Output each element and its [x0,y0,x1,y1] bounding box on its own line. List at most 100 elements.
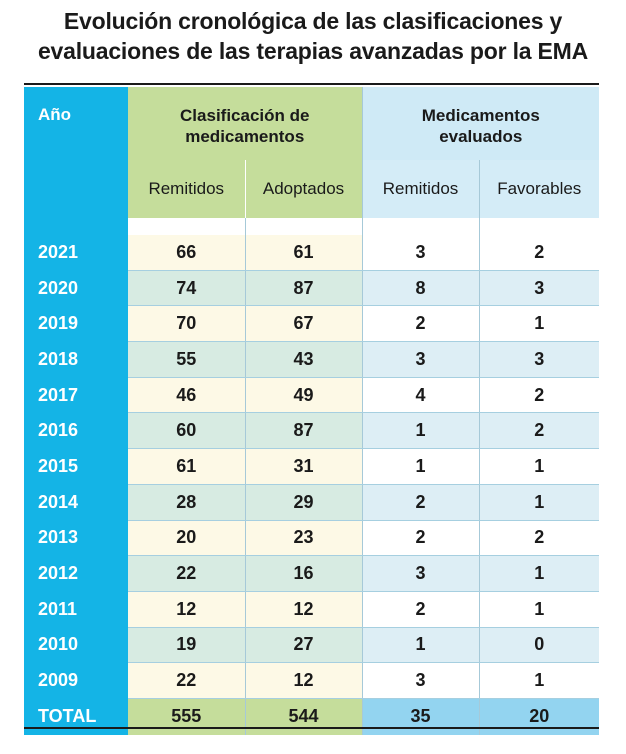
cell-clasif-remitidos: 22 [128,555,245,592]
cell-eval-favorables: 1 [478,484,600,521]
top-rule [24,83,599,85]
table-row: 2019 70 67 2 1 [24,305,600,343]
cell-clasif-remitidos: 60 [128,412,245,450]
cell-clasif-adoptados: 29 [244,484,363,521]
cell-eval-favorables: 2 [478,520,600,557]
total-eval-remitidos: 35 [361,698,480,735]
table-row: 2012 22 16 3 1 [24,555,600,592]
cell-eval-favorables: 3 [478,341,600,378]
row-year-label: 2016 [24,412,128,449]
total-clasif-remitidos: 555 [128,698,245,735]
table-row: 2013 20 23 2 2 [24,520,600,557]
header-group-evaluated: Medicamentos evaluados [361,87,600,160]
cell-clasif-adoptados: 12 [244,662,363,699]
cell-eval-remitidos: 1 [361,412,480,450]
spacer-cell [244,218,363,235]
cell-clasif-remitidos: 22 [128,662,245,699]
data-table: Año Clasificación de medicamentos Medica… [24,87,600,735]
header-col-adoptados: Adoptados [244,160,363,218]
cell-eval-favorables: 1 [478,662,600,699]
cell-eval-remitidos: 1 [361,627,480,664]
table-row: 2009 22 12 3 1 [24,662,600,699]
cell-eval-remitidos: 2 [361,484,480,521]
table-row: 2010 19 27 1 0 [24,627,600,664]
table-row: 2011 12 12 2 1 [24,591,600,628]
cell-clasif-adoptados: 23 [244,520,363,557]
row-year-label: 2013 [24,520,128,556]
cell-clasif-remitidos: 61 [128,448,245,485]
cell-clasif-adoptados: 61 [244,235,363,271]
cell-eval-favorables: 2 [478,412,600,450]
header-col-remitidos-1: Remitidos [128,160,245,218]
table-row: 2014 28 29 2 1 [24,484,600,521]
cell-clasif-remitidos: 28 [128,484,245,521]
cell-clasif-remitidos: 20 [128,520,245,557]
spacer-cell [24,218,128,235]
total-label: TOTAL [24,698,128,735]
cell-clasif-adoptados: 87 [244,270,363,307]
cell-clasif-remitidos: 19 [128,627,245,664]
spacer-row [24,218,600,235]
cell-clasif-adoptados: 87 [244,412,363,450]
spacer-cell [128,218,245,235]
bottom-rule [24,727,599,729]
cell-eval-remitidos: 2 [361,591,480,628]
cell-clasif-adoptados: 67 [244,305,363,343]
total-clasif-adoptados: 544 [244,698,363,735]
cell-clasif-adoptados: 49 [244,377,363,414]
table-body: 2021 66 61 3 2 2020 74 87 8 3 2019 70 67 2 1 2018 55 43 3 3… [24,218,600,735]
row-year-label: 2012 [24,555,128,592]
chart-title-line-1: Evolución cronológica de las clasificaci… [63,8,563,34]
header-year: Año [24,87,128,218]
row-year-label: 2014 [24,484,128,520]
cell-eval-remitidos: 1 [361,448,480,485]
cell-eval-remitidos: 8 [361,270,480,307]
cell-eval-favorables: 3 [478,270,600,307]
table-row: 2017 46 49 4 2 [24,377,600,414]
cell-clasif-remitidos: 12 [128,591,245,628]
total-row: TOTAL 555 544 35 20 [24,698,600,735]
cell-eval-favorables: 1 [478,305,600,343]
cell-eval-favorables: 1 [478,591,600,628]
row-year-label: 2009 [24,662,128,699]
cell-clasif-remitidos: 55 [128,341,245,378]
cell-clasif-remitidos: 46 [128,377,245,414]
total-eval-favorables: 20 [478,698,600,735]
header-col-remitidos-2: Remitidos [361,160,480,218]
cell-clasif-remitidos: 74 [128,270,245,307]
cell-clasif-adoptados: 31 [244,448,363,485]
table-row: 2015 61 31 1 1 [24,448,600,485]
table-row: 2021 66 61 3 2 [24,235,600,271]
cell-eval-remitidos: 3 [361,662,480,699]
row-year-label: 2020 [24,270,128,306]
table-row: 2018 55 43 3 3 [24,341,600,378]
cell-clasif-remitidos: 70 [128,305,245,343]
spacer-cell [478,218,600,235]
header-col-favorables: Favorables [478,160,600,218]
row-year-label: 2010 [24,627,128,663]
row-year-label: 2015 [24,448,128,485]
row-year-label: 2018 [24,341,128,378]
header-group-classification: Clasificación de medicamentos [128,87,363,160]
table-row: 2016 60 87 1 2 [24,412,600,450]
cell-eval-favorables: 1 [478,448,600,485]
row-year-label: 2011 [24,591,128,628]
cell-eval-favorables: 1 [478,555,600,592]
cell-eval-remitidos: 2 [361,520,480,557]
cell-eval-remitidos: 2 [361,305,480,343]
row-year-label: 2017 [24,377,128,413]
cell-clasif-adoptados: 27 [244,627,363,664]
chart-title-line-2: evaluaciones de las terapias avanzadas p… [37,38,589,64]
cell-eval-remitidos: 3 [361,341,480,378]
table-row: 2020 74 87 8 3 [24,270,600,307]
cell-clasif-remitidos: 66 [128,235,245,271]
cell-clasif-adoptados: 12 [244,591,363,628]
cell-eval-favorables: 0 [478,627,600,664]
cell-clasif-adoptados: 43 [244,341,363,378]
cell-eval-remitidos: 3 [361,555,480,592]
cell-eval-favorables: 2 [478,235,600,271]
cell-eval-remitidos: 4 [361,377,480,414]
cell-eval-remitidos: 3 [361,235,480,271]
spacer-cell [361,218,480,235]
chart-title: Evolución cronológica de las clasificaci… [0,6,626,66]
